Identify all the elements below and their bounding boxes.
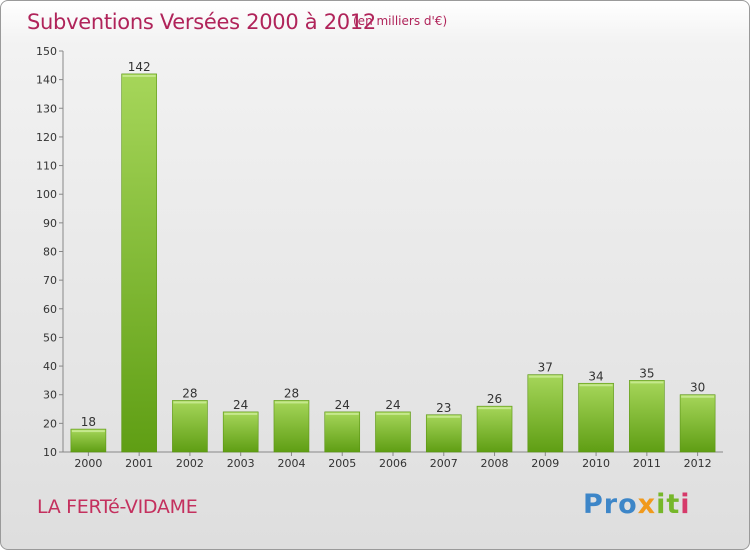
bar-highlight xyxy=(478,407,512,410)
bar-2010 xyxy=(578,382,614,453)
bar-highlight xyxy=(579,384,613,387)
bar-2006 xyxy=(375,411,411,453)
bar-highlight xyxy=(528,375,562,378)
value-label-2010: 34 xyxy=(588,369,603,383)
value-label-2007: 23 xyxy=(436,401,451,415)
y-tick-label: 140 xyxy=(36,74,57,87)
value-label-2012: 30 xyxy=(690,381,705,395)
bar-highlight xyxy=(173,401,207,404)
x-tick-label-2003: 2003 xyxy=(227,457,255,470)
x-tick-label-2000: 2000 xyxy=(74,457,102,470)
x-tick-label-2012: 2012 xyxy=(684,457,712,470)
bar-2005 xyxy=(324,411,361,453)
y-tick-label: 30 xyxy=(43,389,57,402)
y-tick-label: 40 xyxy=(43,360,57,373)
bar-2011 xyxy=(629,380,665,453)
chart-axes: 10 20 30 40 50 60 70 80 90 100 110 120 130 140 150 xyxy=(36,45,723,459)
y-tick-label: 20 xyxy=(43,417,57,430)
x-tick-label-2008: 2008 xyxy=(481,457,509,470)
value-label-2004: 28 xyxy=(284,386,299,400)
value-label-2006: 24 xyxy=(385,398,400,412)
bar-2001 xyxy=(121,73,157,453)
bar-series xyxy=(70,73,716,453)
x-tick-label-2007: 2007 xyxy=(430,457,458,470)
y-tick-label: 130 xyxy=(36,102,57,115)
bar-2004 xyxy=(273,400,310,453)
value-label-2000: 18 xyxy=(81,415,96,429)
x-tick-label-2011: 2011 xyxy=(633,457,661,470)
y-tick-label: 10 xyxy=(43,446,57,459)
value-label-2002: 28 xyxy=(182,386,197,400)
y-tick-label: 120 xyxy=(36,131,57,144)
bar-highlight xyxy=(71,430,105,433)
value-label-2009: 37 xyxy=(538,361,553,375)
y-tick-label: 50 xyxy=(43,331,57,344)
bar-2003 xyxy=(222,411,259,453)
bar-highlight xyxy=(224,412,258,415)
bar-2002 xyxy=(172,400,208,453)
value-label-2005: 24 xyxy=(335,398,350,412)
bar-highlight xyxy=(325,412,359,415)
bar-highlight xyxy=(427,415,461,418)
y-tick-label: 60 xyxy=(43,303,57,316)
value-label-2003: 24 xyxy=(233,398,248,412)
y-tick-label: 150 xyxy=(36,45,57,58)
y-tick-label: 70 xyxy=(43,274,57,287)
bar-highlight xyxy=(122,74,156,77)
bar-2012 xyxy=(679,394,716,453)
x-tick-label-2004: 2004 xyxy=(277,457,305,470)
value-label-2011: 35 xyxy=(639,366,654,380)
y-tick-label: 100 xyxy=(36,188,57,201)
x-tick-label-2006: 2006 xyxy=(379,457,407,470)
data-labels: 18 2000 142 2001 28 2002 24 2003 28 2004 24 2005 24 2… xyxy=(74,60,711,470)
bar-2000 xyxy=(70,428,107,453)
x-tick-label-2001: 2001 xyxy=(125,457,153,470)
y-tick-label: 90 xyxy=(43,217,57,230)
bar-2008 xyxy=(476,405,513,453)
value-label-2008: 26 xyxy=(487,392,502,406)
bar-2007 xyxy=(425,414,462,453)
bar-highlight xyxy=(681,395,715,398)
x-tick-label-2009: 2009 xyxy=(531,457,559,470)
value-label-2001: 142 xyxy=(128,60,151,74)
commune-name: LA FERTé-VIDAME xyxy=(37,496,198,518)
y-tick-label: 110 xyxy=(36,160,57,173)
y-tick-label: 80 xyxy=(43,246,57,259)
bar-2009 xyxy=(527,374,564,453)
bar-highlight xyxy=(630,381,664,384)
x-tick-label-2005: 2005 xyxy=(328,457,356,470)
bar-highlight xyxy=(274,401,308,404)
bar-chart: 10 20 30 40 50 60 70 80 90 100 110 120 130 140 150 18 2… xyxy=(36,45,723,470)
x-tick-label-2002: 2002 xyxy=(176,457,204,470)
bar-highlight xyxy=(376,412,410,415)
proxiti-logo: Proxiti xyxy=(583,489,691,520)
x-tick-label-2010: 2010 xyxy=(582,457,610,470)
chart-title: Subventions Versées 2000 à 2012 xyxy=(27,10,376,34)
chart-unit: (en milliers d'€) xyxy=(353,14,448,28)
